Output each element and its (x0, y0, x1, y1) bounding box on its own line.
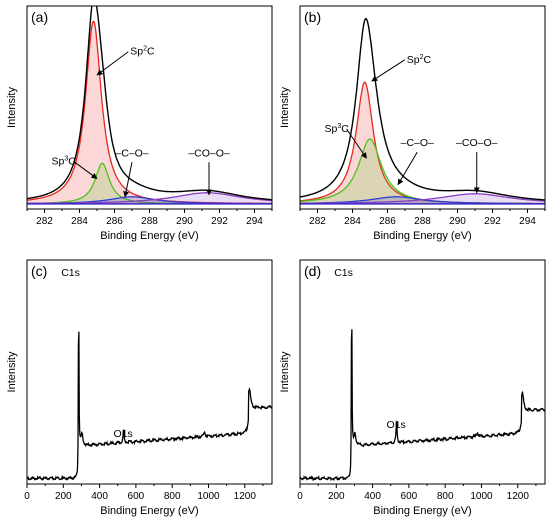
plot-frame (299, 259, 546, 485)
panel-label: (d) (304, 263, 321, 279)
peak-curve-co-o (300, 193, 545, 204)
annotation-arrow (96, 51, 129, 76)
x-tick-label: 286 (379, 216, 396, 227)
x-tick-label: 0 (297, 491, 303, 502)
x-axis-title: Binding Energy (eV) (100, 505, 198, 517)
x-tick-label: 1000 (197, 491, 220, 502)
x-tick-label: 400 (364, 491, 381, 502)
annotation-label: Sp3C (52, 155, 77, 167)
annotation-arrow (346, 128, 367, 159)
panel-b: 282 284 286 288 290 292 294 Binding Energy (eV)… (279, 5, 546, 242)
annotation-label: –C–O– (115, 147, 148, 159)
x-tick-label: 200 (328, 491, 345, 502)
x-axis-title: Binding Energy (eV) (373, 505, 471, 517)
x-tick-label: 294 (519, 216, 536, 227)
envelope-curve (27, 6, 272, 201)
panel-d: 0 200 400 600 800 1000 1200 Binding Energy (eV)… (279, 259, 546, 517)
panel-label: (c) (31, 263, 47, 279)
panel-c: 0 200 400 600 800 1000 1200 Binding Energy (eV)… (6, 259, 273, 517)
peak-fill-sp2c (300, 82, 545, 204)
x-tick-label: 800 (437, 491, 454, 502)
plot-area (27, 6, 272, 205)
x-tick-label: 290 (176, 216, 193, 227)
x-tick-label: 284 (344, 216, 361, 227)
x-tick-label: 800 (164, 491, 181, 502)
annotation-label: Sp3C (325, 123, 350, 135)
x-tick-label: 1200 (507, 491, 530, 502)
annotation-label: C1s (334, 267, 353, 279)
peak-fill-sp3c (300, 139, 545, 204)
annotation-arrow (123, 162, 133, 198)
x-tick-label: 1200 (234, 491, 257, 502)
plot-area (300, 329, 545, 482)
peak-fill-sp3c (27, 163, 272, 204)
x-tick-label: 600 (401, 491, 418, 502)
survey-spectrum (300, 329, 545, 482)
x-axis-title: Binding Energy (eV) (373, 230, 471, 242)
annotation-label: Sp2C (130, 46, 155, 58)
x-tick-label: 200 (55, 491, 72, 502)
x-tick-label: 282 (309, 216, 326, 227)
x-tick-label: 600 (128, 491, 145, 502)
plot-frame (299, 5, 546, 210)
y-axis-title: Intensity (279, 87, 291, 128)
annotation-label: O1s (387, 419, 406, 431)
plot-frame (26, 5, 273, 210)
plot-area (27, 331, 272, 481)
panel-label: (a) (31, 9, 48, 25)
plot-frame (26, 259, 273, 485)
peak-fill-co-o (300, 193, 545, 204)
x-tick-label: 282 (36, 216, 53, 227)
panel-a: 282 284 286 288 290 292 294 Binding Energy (eV)… (6, 5, 273, 242)
annotation-arrow (371, 59, 406, 82)
x-axis-title: Binding Energy (eV) (100, 230, 198, 242)
x-tick-label: 292 (484, 216, 501, 227)
survey-spectrum (27, 331, 272, 481)
x-tick-label: 288 (414, 216, 431, 227)
x-tick-label: 284 (71, 216, 88, 227)
plot-area (300, 17, 545, 205)
annotation-label: O1s (114, 428, 133, 440)
peak-curve-co-o (27, 192, 272, 205)
peak-fill-co-o (27, 192, 272, 204)
annotation-label: –CO–O– (456, 137, 498, 149)
annotation-label: Sp2C (407, 54, 432, 66)
annotation-arrow (397, 151, 418, 186)
annotation-label: –CO–O– (188, 147, 230, 159)
x-tick-label: 294 (246, 216, 263, 227)
envelope-curve (300, 17, 545, 201)
x-tick-label: 288 (141, 216, 158, 227)
x-tick-label: 286 (106, 216, 123, 227)
annotation-arrow (73, 160, 98, 179)
annotation-label: –C–O– (401, 137, 434, 149)
x-tick-label: 290 (449, 216, 466, 227)
panel-label: (b) (304, 9, 321, 25)
annotation-label: C1s (61, 267, 80, 279)
x-tick-label: 0 (24, 491, 30, 502)
x-tick-label: 1000 (470, 491, 493, 502)
y-axis-title: Intensity (279, 351, 291, 392)
y-axis-title: Intensity (6, 351, 18, 392)
x-tick-label: 292 (211, 216, 228, 227)
y-axis-title: Intensity (6, 87, 18, 128)
x-tick-label: 400 (91, 491, 108, 502)
